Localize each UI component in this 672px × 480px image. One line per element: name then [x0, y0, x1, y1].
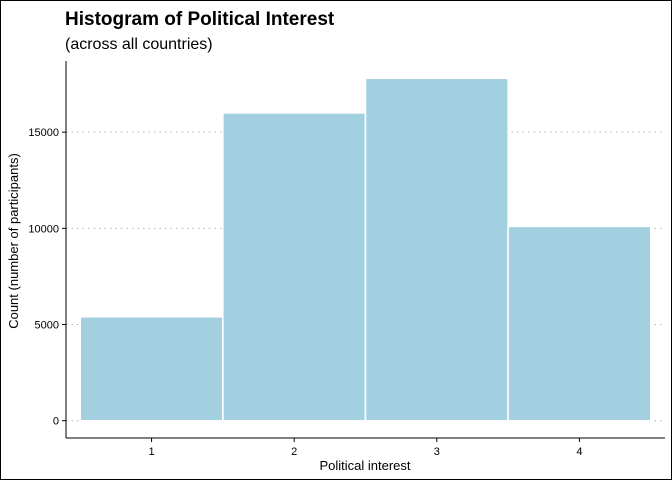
y-tick-label-0: 0: [53, 416, 59, 428]
chart-subtitle: (across all countries): [65, 36, 213, 53]
bars: [79, 77, 652, 422]
x-tick-label-1: 1: [149, 446, 155, 458]
x-axis-label: Political interest: [319, 458, 410, 473]
x-tick-label-2: 2: [291, 446, 297, 458]
bar-4: [507, 225, 652, 422]
bar-1: [79, 316, 224, 422]
x-tick-label-3: 3: [434, 446, 440, 458]
y-tick-label-1: 5000: [35, 320, 59, 332]
chart-title: Histogram of Political Interest: [65, 9, 335, 30]
y-ticks: 0 5000 10000 15000: [28, 127, 66, 428]
bar-3: [364, 77, 509, 422]
y-axis-label: Count (number of participants): [6, 153, 21, 329]
bar-2: [222, 112, 367, 422]
x-tick-label-4: 4: [576, 446, 582, 458]
y-tick-label-2: 10000: [28, 223, 59, 235]
x-ticks: 1 2 3 4: [149, 438, 582, 458]
axes: [65, 61, 665, 439]
y-tick-label-3: 15000: [28, 127, 59, 139]
